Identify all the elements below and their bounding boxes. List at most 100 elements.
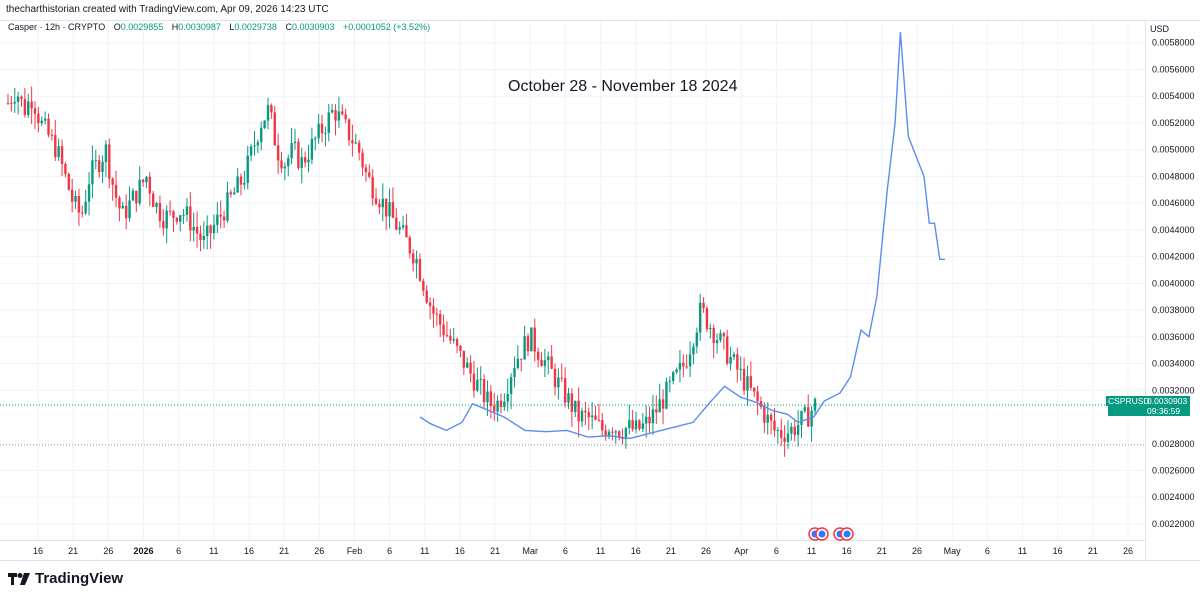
candle-body — [384, 198, 388, 217]
time-tick-label: 26 — [1123, 546, 1133, 556]
candle-body — [563, 378, 567, 403]
last-price-symbol: CSPRUSD — [1106, 396, 1150, 406]
time-tick-label: 6 — [563, 546, 568, 556]
candle-body — [64, 163, 67, 174]
candle-body — [796, 424, 800, 435]
low-value: 0.0029738 — [234, 22, 277, 32]
candle-body — [611, 431, 614, 433]
candle-body — [726, 336, 729, 364]
time-tick-label: 26 — [701, 546, 711, 556]
candle-body — [398, 227, 401, 230]
candle-body — [114, 184, 118, 198]
candle-body — [320, 123, 324, 134]
candle-body — [239, 176, 243, 185]
candle-body — [151, 193, 155, 207]
date-range-annotation[interactable]: October 28 - November 18 2024 — [508, 78, 738, 95]
candle-body — [206, 225, 209, 236]
time-tick-label: 21 — [666, 546, 676, 556]
candle-body — [324, 132, 327, 134]
candle-body — [361, 152, 364, 168]
candle-body — [574, 400, 577, 413]
candle-body — [418, 259, 422, 281]
candle-body — [408, 237, 412, 254]
us-flag-icon[interactable] — [815, 527, 829, 541]
candle-body — [634, 420, 638, 430]
candle-body — [395, 217, 398, 230]
candle-body — [499, 400, 503, 408]
candle-body — [57, 146, 60, 158]
candle-body — [155, 203, 158, 207]
last-price-countdown: 09:36:59 — [1147, 406, 1181, 416]
candle-body — [644, 416, 648, 424]
time-tick-label: 21 — [1088, 546, 1098, 556]
candle-body — [40, 120, 43, 124]
last-price-tag: CSPRUSD 0.0030903 09:36:59 — [1106, 396, 1191, 416]
high-value: 0.0030987 — [178, 22, 221, 32]
candle-body — [793, 426, 796, 435]
candle-body — [509, 377, 513, 395]
candle-body — [290, 143, 293, 159]
candle-body — [381, 198, 384, 208]
candle-body — [330, 110, 334, 113]
candle-body — [287, 158, 290, 167]
price-axis[interactable]: 0.0058000 0.0056000 0.0054000 0.0052000 0.00… — [1152, 38, 1195, 529]
candle-body — [16, 96, 20, 102]
candle-body — [175, 217, 179, 222]
symbol-description[interactable]: Casper · 12h · CRYPTO — [8, 22, 106, 32]
candle-body — [111, 178, 114, 185]
candle-body — [148, 176, 152, 194]
candle-body — [496, 400, 499, 412]
candle-body — [459, 345, 462, 351]
candle-body — [763, 406, 766, 423]
candle-body — [462, 350, 466, 368]
us-flag-icon[interactable] — [840, 527, 854, 541]
candle-body — [344, 114, 347, 120]
last-price-value: 0.0030903 — [1147, 396, 1188, 406]
candle-body — [732, 354, 736, 357]
candle-body — [388, 202, 391, 217]
time-tick-label: Feb — [347, 546, 363, 556]
candle-body — [249, 146, 253, 156]
time-tick-label: 11 — [596, 546, 605, 556]
candle-body — [749, 376, 753, 388]
candle-body — [226, 192, 229, 221]
candle-body — [145, 176, 148, 183]
candle-body — [50, 134, 54, 136]
candle-body — [486, 391, 489, 403]
candle-body — [212, 224, 216, 234]
candle-body — [202, 235, 206, 241]
time-tick-label: 16 — [455, 546, 465, 556]
currency-label[interactable]: USD — [1150, 24, 1170, 34]
time-tick-label: 16 — [631, 546, 641, 556]
candle-body — [310, 138, 314, 160]
time-axis[interactable]: 16 21 26 2026 6 11 16 21 26 Feb 6 11 16 21 Mar 6 11 16 21 2… — [33, 546, 1133, 556]
candle-body — [516, 358, 520, 369]
time-tick-label: 26 — [103, 546, 113, 556]
candle-body — [84, 201, 87, 214]
candle-body — [131, 190, 135, 201]
candle-body — [411, 253, 415, 264]
candle-body — [513, 368, 516, 378]
candle-body — [428, 302, 432, 307]
candle-body — [165, 210, 168, 229]
candle-body — [364, 167, 368, 173]
price-tick-label: 0.0044000 — [1152, 225, 1195, 235]
candle-body — [185, 206, 189, 215]
candle-body — [108, 144, 111, 179]
candle-body — [641, 423, 644, 429]
candle-body — [449, 335, 452, 341]
time-tick-label: 16 — [1053, 546, 1063, 556]
candle-body — [773, 420, 776, 431]
candle-body — [742, 369, 746, 391]
candle-body — [87, 184, 91, 202]
candle-body — [179, 215, 182, 222]
candle-body — [101, 161, 104, 173]
tradingview-logo[interactable]: TradingView — [8, 570, 123, 587]
event-markers[interactable] — [808, 527, 854, 541]
candle-body — [216, 214, 219, 225]
time-tick-label: 21 — [68, 546, 78, 556]
candle-body — [158, 203, 162, 222]
candle-body — [523, 336, 526, 360]
time-tick-label: May — [944, 546, 962, 556]
